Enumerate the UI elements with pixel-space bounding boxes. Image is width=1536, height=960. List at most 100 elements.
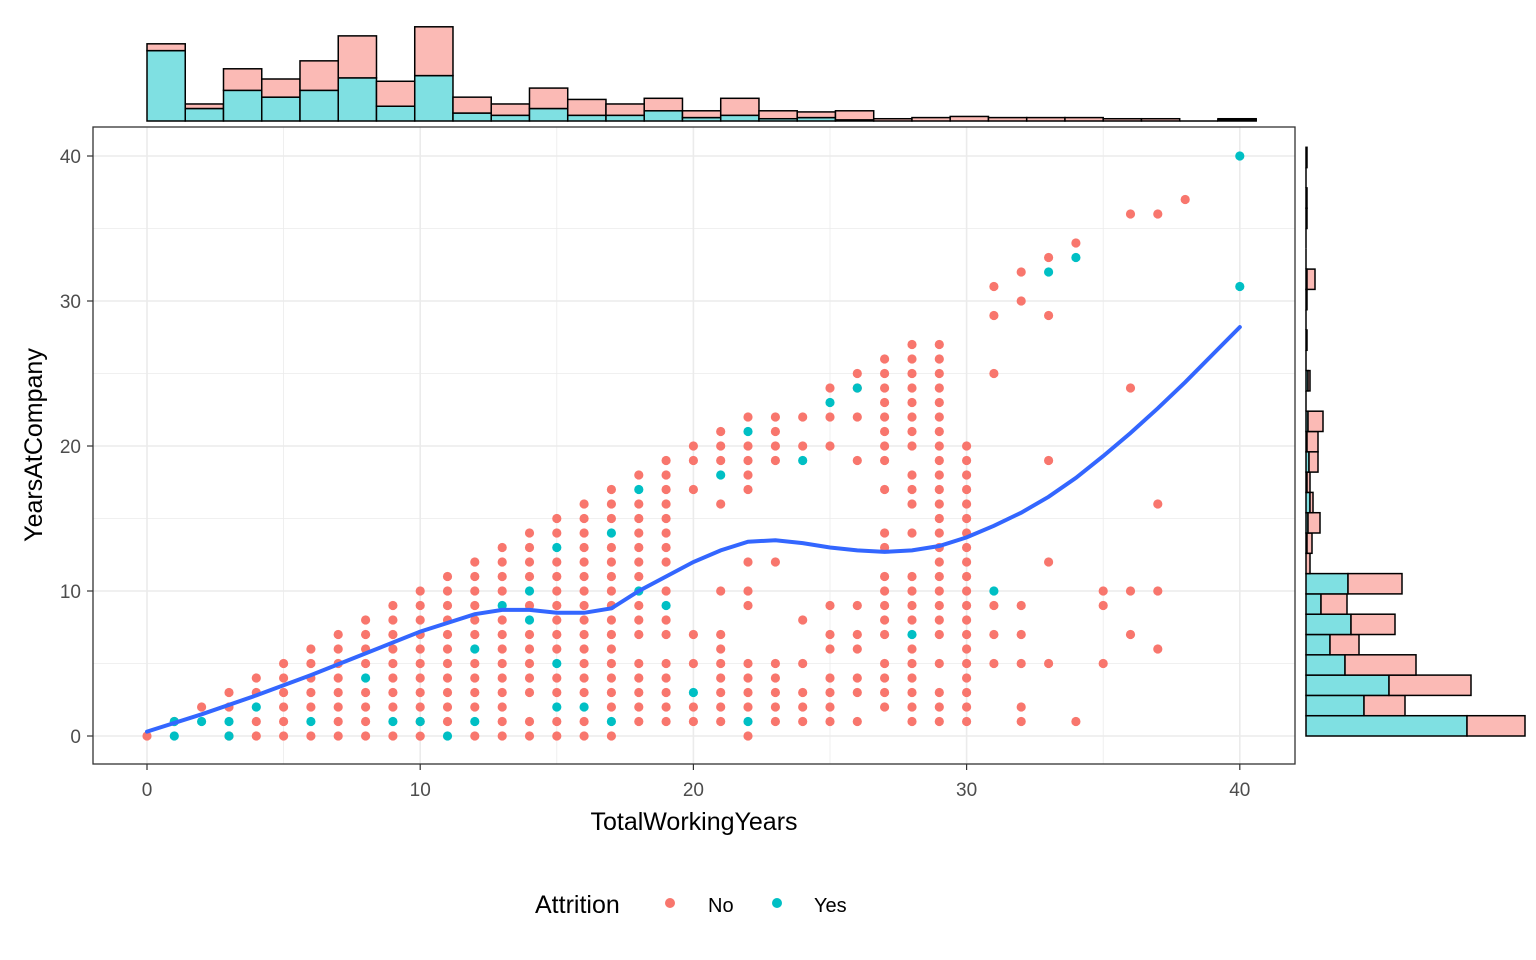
right-hist-bar-no: [1305, 187, 1308, 209]
data-point-no: [606, 673, 617, 683]
top-hist-bar-yes: [337, 77, 378, 122]
data-point-no: [852, 644, 862, 654]
data-point-no: [798, 615, 808, 625]
data-point-yes: [989, 586, 999, 596]
top-hist-bar-no: [375, 80, 416, 107]
data-point-no: [579, 687, 589, 698]
data-point-yes: [1235, 151, 1245, 161]
right-hist-bar-no: [1305, 552, 1311, 575]
data-point-no: [579, 557, 589, 567]
data-point-no: [579, 731, 589, 741]
data-point-no: [743, 557, 753, 567]
data-point-no: [306, 644, 316, 654]
data-point-no: [579, 600, 589, 611]
right-hist-bar-no: [1305, 288, 1308, 311]
data-point-yes: [579, 702, 589, 712]
data-point-no: [279, 731, 289, 741]
data-point-no: [634, 687, 644, 698]
right-hist-bar-yes: [1305, 654, 1346, 676]
top-hist-bar-yes: [719, 114, 760, 122]
data-point-no: [197, 702, 207, 712]
data-point-no: [634, 557, 644, 567]
data-point-no: [634, 615, 644, 625]
y-axis: 0 10 20 30 40: [60, 147, 93, 748]
right-hist-bar-no: [1309, 491, 1314, 514]
data-point-yes: [1044, 267, 1054, 277]
data-point-no: [1125, 383, 1136, 393]
data-point-no: [497, 629, 507, 640]
top-hist-bar-no: [1140, 117, 1181, 122]
data-point-no: [306, 687, 316, 698]
data-point-no: [716, 673, 726, 683]
data-point-no: [442, 586, 453, 596]
top-hist-bar-yes: [260, 96, 301, 122]
data-point-no: [442, 687, 453, 698]
data-point-yes: [224, 731, 234, 741]
top-hist-bar-no: [184, 103, 225, 110]
data-point-no: [907, 687, 917, 698]
data-point-no: [907, 470, 917, 480]
top-hist-bar-no: [1217, 117, 1257, 121]
data-point-no: [497, 687, 507, 698]
data-point-no: [251, 731, 261, 741]
y-tick-label: 20: [60, 437, 81, 458]
data-point-yes: [825, 397, 835, 408]
right-hist-bar-no: [1306, 268, 1316, 291]
data-point-no: [388, 687, 398, 698]
data-point-no: [142, 731, 152, 741]
data-point-no: [524, 557, 535, 567]
data-point-no: [743, 687, 753, 698]
data-point-no: [333, 702, 343, 712]
right-hist-bar-no: [1306, 471, 1311, 494]
right-hist-bar-no: [1347, 572, 1403, 595]
data-point-no: [634, 499, 644, 509]
data-point-no: [962, 586, 972, 596]
data-point-no: [880, 484, 890, 495]
data-point-no: [1016, 267, 1026, 277]
data-point-no: [743, 600, 753, 611]
data-point-no: [552, 716, 562, 727]
data-point-no: [1125, 209, 1136, 219]
data-point-no: [470, 586, 480, 596]
data-point-no: [743, 455, 753, 466]
data-point-no: [880, 586, 890, 596]
right-hist-bar-no: [1350, 613, 1396, 636]
data-point-no: [1153, 644, 1163, 654]
data-point-no: [306, 702, 316, 712]
data-point-no: [962, 702, 972, 712]
data-point-no: [1016, 658, 1026, 669]
data-point-no: [907, 499, 917, 509]
data-point-no: [825, 441, 835, 451]
data-point-no: [1016, 600, 1026, 611]
data-point-no: [743, 586, 753, 596]
data-point-no: [825, 673, 835, 683]
data-point-no: [743, 702, 753, 712]
data-point-no: [852, 687, 862, 698]
data-point-no: [606, 571, 617, 582]
data-point-no: [716, 658, 726, 669]
data-point-no: [934, 484, 944, 495]
data-point-no: [579, 658, 589, 669]
data-point-no: [1125, 629, 1136, 640]
data-point-no: [743, 484, 753, 495]
data-point-no: [962, 687, 972, 698]
data-point-no: [579, 571, 589, 582]
data-point-no: [415, 586, 425, 596]
data-point-no: [333, 731, 343, 741]
data-point-no: [470, 673, 480, 683]
data-point-no: [962, 470, 972, 480]
data-point-no: [907, 644, 917, 654]
top-hist-bar-no: [643, 97, 684, 112]
data-point-no: [962, 629, 972, 640]
data-point-yes: [524, 586, 535, 596]
data-point-no: [333, 687, 343, 698]
data-point-no: [661, 586, 671, 596]
data-point-no: [716, 716, 726, 727]
data-point-no: [661, 615, 671, 625]
legend-key-no: [665, 898, 675, 908]
data-point-no: [361, 702, 371, 712]
data-point-yes: [1071, 252, 1081, 263]
top-hist-bar-no: [987, 116, 1028, 122]
data-point-no: [497, 716, 507, 727]
right-hist-bar-yes: [1305, 694, 1365, 717]
